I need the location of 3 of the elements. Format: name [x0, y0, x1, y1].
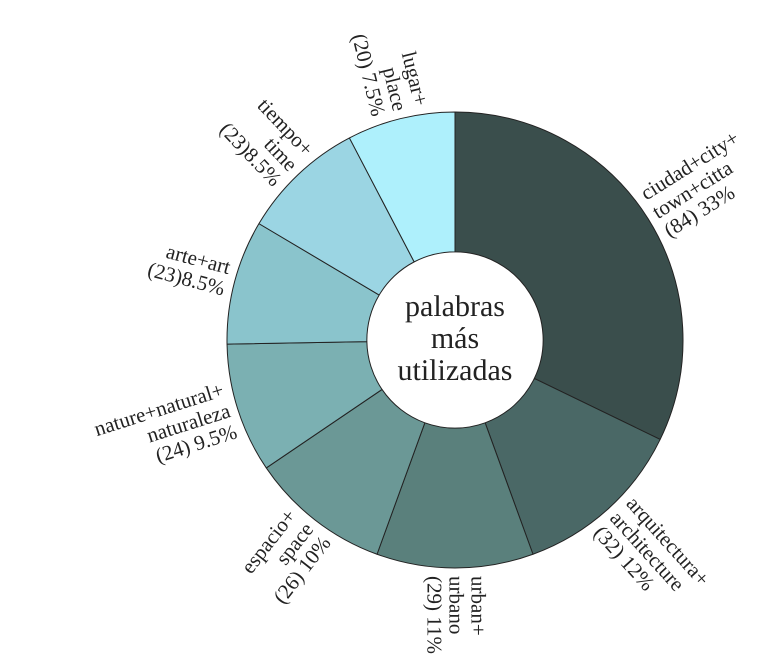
data-label: (29) 11% [422, 576, 446, 654]
text: palabras más utilizadas [398, 290, 512, 387]
slice-label: urban+ urbano [444, 576, 490, 636]
